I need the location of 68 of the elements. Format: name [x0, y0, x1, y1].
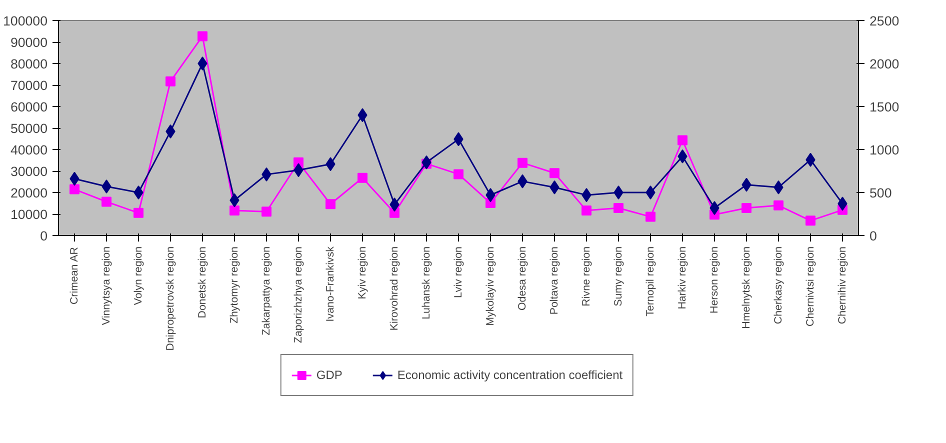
point: [102, 196, 112, 207]
point: [134, 208, 144, 218]
point: [806, 216, 816, 226]
point: [134, 186, 144, 200]
y-tick-label: 40000: [10, 142, 48, 158]
point: [230, 206, 240, 216]
y2-tick-label: 0: [870, 228, 877, 244]
point: [358, 172, 368, 183]
y2-tick-label: 1500: [870, 100, 900, 114]
legend-label: Economic activity concentration coefficient: [397, 368, 623, 382]
y2-tick-label: 2500: [870, 14, 900, 28]
x-tick-label: Rivne region: [580, 246, 592, 306]
y-tick-label: 100000: [3, 14, 48, 28]
x-tick-label: Lviv region: [452, 246, 464, 298]
point: [518, 158, 528, 168]
point: [646, 212, 656, 222]
x-tick-label: Dnipropetrovsk region: [164, 246, 176, 351]
y-tick-label: 50000: [10, 121, 48, 136]
point: [326, 199, 336, 210]
y-tick-label: 30000: [10, 164, 48, 179]
x-tick-label: Herson region: [708, 246, 720, 314]
x-tick-label: Chernihiv region: [836, 246, 848, 324]
x-tick-label: Chernivtsi region: [804, 246, 816, 326]
x-tick-label: Volyn region: [132, 246, 144, 306]
x-tick-label: Ivano-Frankivsk: [324, 246, 336, 322]
x-tick-label: Poltava region: [548, 246, 560, 315]
point: [262, 206, 272, 217]
y-tick-label: 20000: [10, 186, 48, 200]
y-tick-label: 10000: [10, 207, 48, 222]
y2-tick-label: 1000: [870, 142, 900, 158]
x-tick-label: Zhytomyr region: [228, 246, 240, 324]
point: [742, 202, 752, 213]
y-tick-label: 90000: [10, 35, 48, 50]
point: [390, 208, 400, 218]
x-tick-label: Sumy region: [612, 246, 624, 306]
y-tick-label: 80000: [10, 56, 48, 72]
y-tick-label: 60000: [10, 100, 48, 114]
point: [678, 135, 688, 146]
x-tick-label: Cherkasy region: [772, 246, 784, 324]
point: [614, 202, 624, 213]
point: [582, 206, 592, 216]
x-tick-label: Vinnytsya region: [100, 246, 112, 326]
legend-label: GDP: [316, 368, 342, 382]
point: [198, 31, 208, 42]
x-tick-label: Luhansk region: [420, 246, 432, 320]
x-tick-label: Mykolayiv region: [484, 246, 496, 326]
x-tick-label: Zaporizhzhya region: [292, 246, 304, 344]
y-tick-label: 70000: [10, 78, 48, 93]
point: [454, 169, 464, 180]
x-tick-label: Crimean AR: [68, 246, 80, 305]
x-tick-label: Hmelnytsk region: [740, 246, 752, 329]
x-tick-label: Ternopil region: [644, 246, 656, 316]
x-tick-label: Odesa region: [516, 246, 528, 310]
x-tick-label: Kyiv region: [356, 246, 368, 300]
y-tick-label: 0: [40, 228, 48, 244]
y2-tick-label: 2000: [870, 56, 900, 72]
x-tick-label: Donetsk region: [196, 246, 208, 318]
point: [550, 168, 560, 178]
point: [70, 184, 80, 194]
x-tick-label: Zakarpattya region: [260, 246, 272, 336]
y2-tick-label: 500: [870, 186, 892, 200]
point: [198, 56, 208, 70]
point: [614, 186, 624, 200]
point: [774, 200, 784, 210]
x-tick-label: Harkiv region: [676, 246, 688, 310]
x-tick-label: Kirovohrad region: [388, 246, 400, 331]
point: [646, 186, 656, 200]
point: [166, 76, 176, 86]
